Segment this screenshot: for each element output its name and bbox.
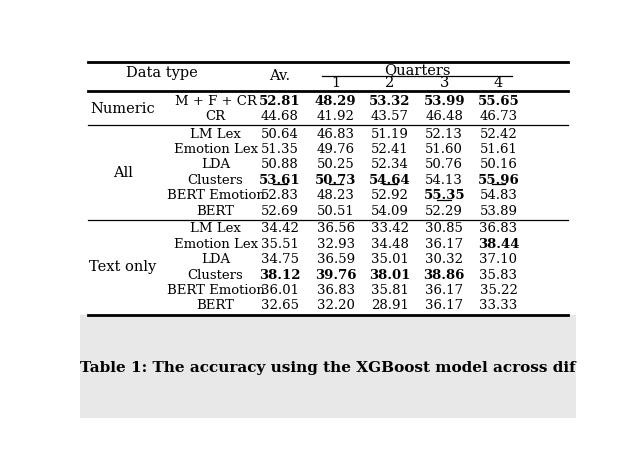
Text: 35.81: 35.81 — [371, 284, 409, 297]
Text: 53.99: 53.99 — [424, 94, 465, 108]
Text: 52.92: 52.92 — [371, 189, 409, 202]
Text: Clusters: Clusters — [188, 268, 243, 282]
Text: 36.17: 36.17 — [425, 299, 463, 313]
Text: 54.13: 54.13 — [426, 174, 463, 187]
Text: 30.85: 30.85 — [426, 222, 463, 235]
Text: 53.61: 53.61 — [259, 174, 301, 187]
Text: BERT Emotion: BERT Emotion — [166, 189, 264, 202]
Text: 54.09: 54.09 — [371, 204, 409, 218]
Text: 36.59: 36.59 — [317, 253, 355, 266]
Text: 53.89: 53.89 — [479, 204, 518, 218]
Text: 34.75: 34.75 — [261, 253, 299, 266]
Text: 36.17: 36.17 — [425, 284, 463, 297]
Text: CR: CR — [205, 110, 226, 123]
Text: 51.61: 51.61 — [479, 143, 517, 156]
Text: 33.33: 33.33 — [479, 299, 518, 313]
Polygon shape — [80, 315, 576, 418]
Text: 50.64: 50.64 — [261, 128, 299, 141]
Text: 44.68: 44.68 — [261, 110, 299, 123]
Text: 50.73: 50.73 — [315, 174, 356, 187]
Text: 46.48: 46.48 — [426, 110, 463, 123]
Text: Emotion Lex: Emotion Lex — [173, 238, 258, 251]
Text: BERT: BERT — [196, 299, 235, 313]
Text: 33.42: 33.42 — [371, 222, 409, 235]
Text: 49.76: 49.76 — [317, 143, 355, 156]
Text: 53.32: 53.32 — [369, 94, 411, 108]
Text: LDA: LDA — [201, 158, 230, 172]
Text: Quarters: Quarters — [384, 63, 451, 77]
Text: BERT Emotion: BERT Emotion — [166, 284, 264, 297]
Text: 55.96: 55.96 — [477, 174, 520, 187]
Text: 52.34: 52.34 — [371, 158, 409, 172]
Text: Emotion Lex: Emotion Lex — [173, 143, 258, 156]
Text: 52.83: 52.83 — [261, 189, 299, 202]
Text: 46.73: 46.73 — [479, 110, 518, 123]
Text: Table 1: The accuracy using the XGBoost model across dif: Table 1: The accuracy using the XGBoost … — [80, 361, 576, 375]
Text: 52.29: 52.29 — [426, 204, 463, 218]
Text: 36.83: 36.83 — [317, 284, 355, 297]
Text: 51.19: 51.19 — [371, 128, 409, 141]
Text: 30.32: 30.32 — [425, 253, 463, 266]
Text: 52.41: 52.41 — [371, 143, 409, 156]
Text: 35.01: 35.01 — [371, 253, 409, 266]
Text: 41.92: 41.92 — [317, 110, 355, 123]
Text: 52.42: 52.42 — [479, 128, 517, 141]
Text: 34.42: 34.42 — [261, 222, 299, 235]
Text: 50.76: 50.76 — [425, 158, 463, 172]
Text: 55.35: 55.35 — [424, 189, 465, 202]
Text: 36.17: 36.17 — [425, 238, 463, 251]
Text: 48.29: 48.29 — [315, 94, 356, 108]
Text: 48.23: 48.23 — [317, 189, 355, 202]
Text: 46.83: 46.83 — [317, 128, 355, 141]
Text: LDA: LDA — [201, 253, 230, 266]
Text: 38.44: 38.44 — [477, 238, 519, 251]
Text: 55.65: 55.65 — [477, 94, 520, 108]
Text: Av.: Av. — [269, 69, 291, 83]
Text: 36.56: 36.56 — [317, 222, 355, 235]
Text: 50.16: 50.16 — [479, 158, 517, 172]
Text: 39.76: 39.76 — [315, 268, 356, 282]
Text: 43.57: 43.57 — [371, 110, 409, 123]
Text: 32.20: 32.20 — [317, 299, 355, 313]
Text: 32.93: 32.93 — [317, 238, 355, 251]
Text: 38.01: 38.01 — [369, 268, 411, 282]
Text: 37.10: 37.10 — [479, 253, 518, 266]
Text: LM Lex: LM Lex — [190, 222, 241, 235]
Text: 54.83: 54.83 — [479, 189, 517, 202]
Text: Data type: Data type — [125, 66, 197, 79]
Text: 36.83: 36.83 — [479, 222, 518, 235]
Text: All: All — [113, 165, 132, 180]
Text: 35.83: 35.83 — [479, 268, 518, 282]
Text: LM Lex: LM Lex — [190, 128, 241, 141]
Text: 35.51: 35.51 — [261, 238, 299, 251]
Text: 34.48: 34.48 — [371, 238, 409, 251]
Text: 1: 1 — [331, 76, 340, 90]
Text: 3: 3 — [440, 76, 449, 90]
Text: M + F + CR: M + F + CR — [175, 94, 257, 108]
Text: 52.81: 52.81 — [259, 94, 301, 108]
Text: Text only: Text only — [89, 260, 156, 274]
Text: 2: 2 — [385, 76, 395, 90]
Text: Clusters: Clusters — [188, 174, 243, 187]
Text: 50.25: 50.25 — [317, 158, 355, 172]
Text: Numeric: Numeric — [90, 102, 155, 116]
Text: 38.12: 38.12 — [259, 268, 301, 282]
Text: 50.51: 50.51 — [317, 204, 355, 218]
Text: 4: 4 — [494, 76, 503, 90]
Text: BERT: BERT — [196, 204, 235, 218]
Text: 51.35: 51.35 — [261, 143, 299, 156]
Text: 51.60: 51.60 — [426, 143, 463, 156]
Text: 54.64: 54.64 — [369, 174, 411, 187]
Text: 36.01: 36.01 — [261, 284, 299, 297]
Text: 52.13: 52.13 — [426, 128, 463, 141]
Text: 35.22: 35.22 — [479, 284, 517, 297]
Text: 28.91: 28.91 — [371, 299, 409, 313]
Text: 50.88: 50.88 — [261, 158, 299, 172]
Text: 52.69: 52.69 — [261, 204, 299, 218]
Text: 32.65: 32.65 — [261, 299, 299, 313]
Text: 38.86: 38.86 — [424, 268, 465, 282]
